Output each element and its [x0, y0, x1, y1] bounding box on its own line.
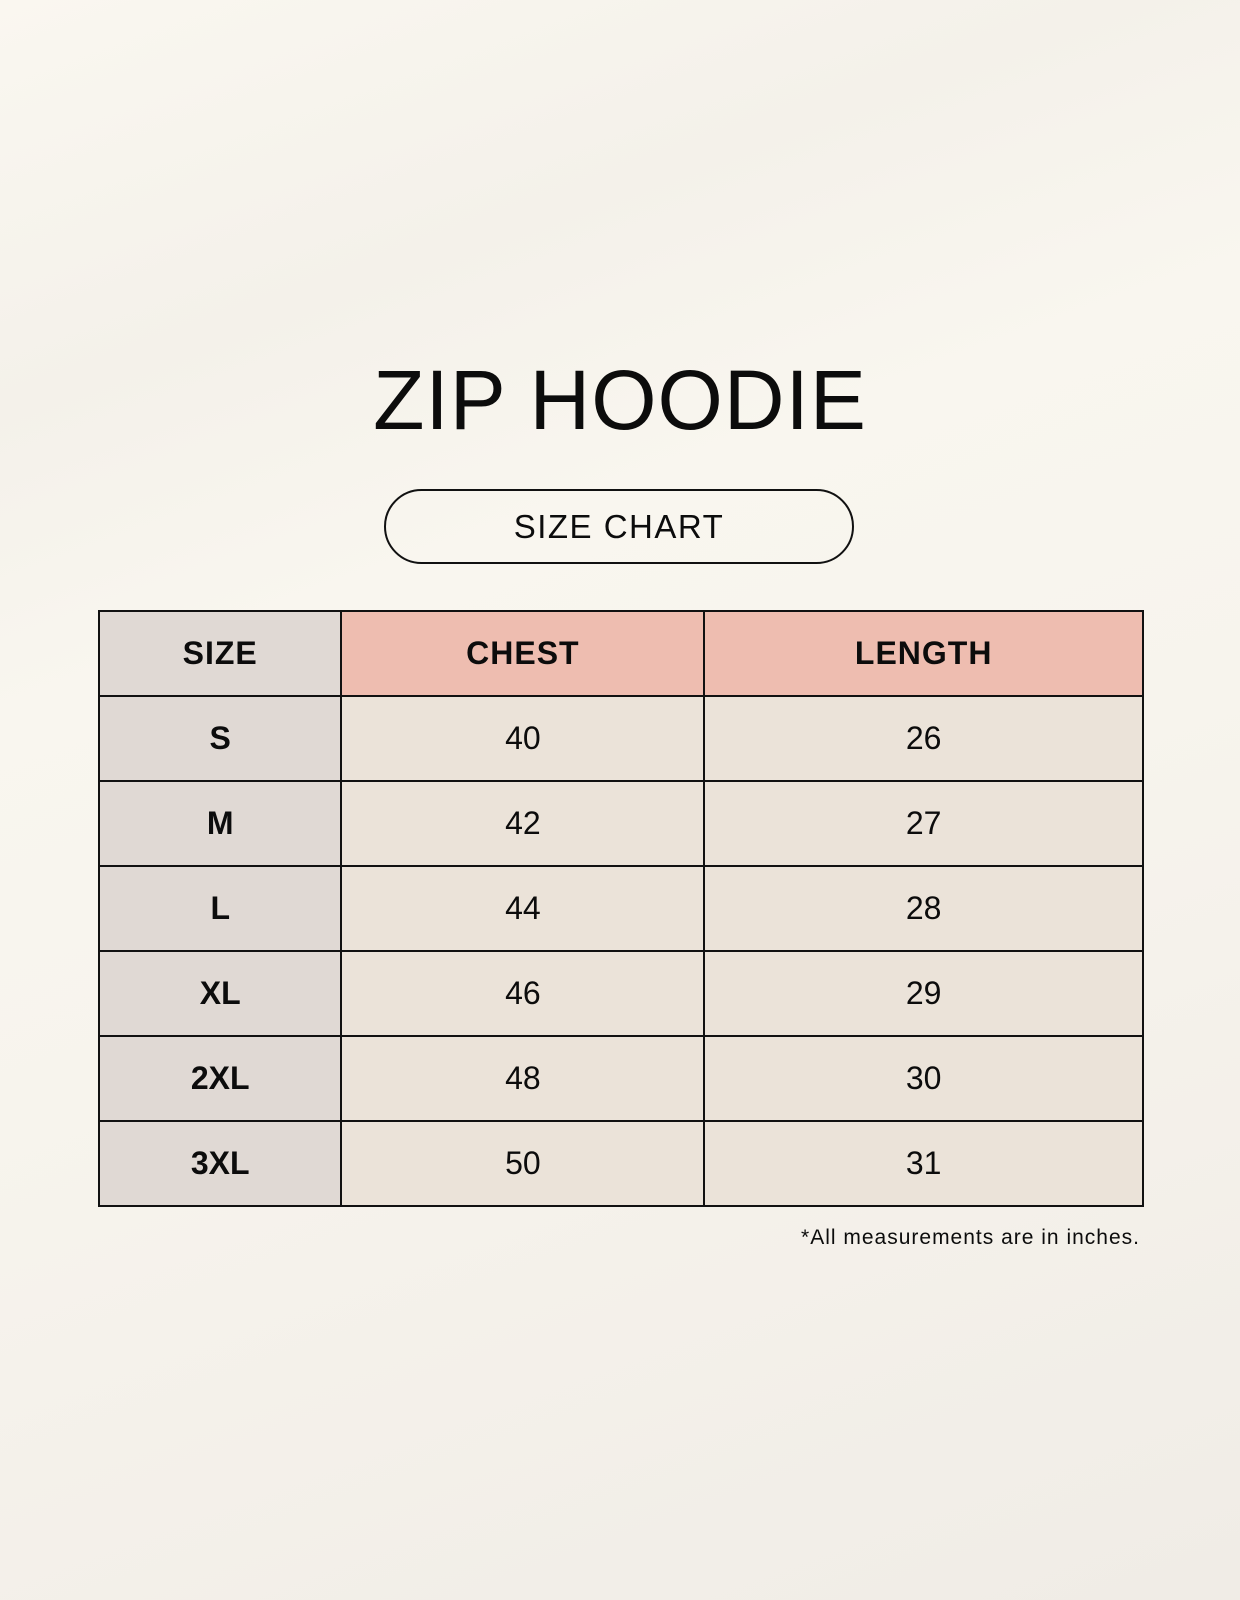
- header-chest: CHEST: [340, 610, 706, 697]
- table-row: L 44 28: [97, 865, 1144, 952]
- length-cell: 30: [703, 1035, 1144, 1122]
- length-cell: 28: [703, 865, 1144, 952]
- size-cell: XL: [97, 950, 343, 1037]
- length-cell: 31: [703, 1120, 1144, 1207]
- chest-cell: 50: [340, 1120, 706, 1207]
- chest-cell: 44: [340, 865, 706, 952]
- table-header-row: SIZE CHEST LENGTH: [97, 610, 1144, 697]
- size-cell: S: [97, 695, 343, 782]
- chest-cell: 46: [340, 950, 706, 1037]
- length-cell: 27: [703, 780, 1144, 867]
- header-size: SIZE: [97, 610, 343, 697]
- table-row: XL 46 29: [97, 950, 1144, 1037]
- size-chart-label: SIZE CHART: [384, 489, 854, 564]
- length-cell: 26: [703, 695, 1144, 782]
- table-row: M 42 27: [97, 780, 1144, 867]
- header-length: LENGTH: [703, 610, 1144, 697]
- chest-cell: 48: [340, 1035, 706, 1122]
- table-row: S 40 26: [97, 695, 1144, 782]
- chest-cell: 42: [340, 780, 706, 867]
- measurement-note: *All measurements are in inches.: [801, 1226, 1140, 1249]
- page-title: ZIP HOODIE: [373, 353, 867, 447]
- size-table: SIZE CHEST LENGTH S 40 26 M 42 27 L 44 28 XL 46 29 2…: [97, 610, 1144, 1207]
- size-cell: 2XL: [97, 1035, 343, 1122]
- size-cell: M: [97, 780, 343, 867]
- chest-cell: 40: [340, 695, 706, 782]
- length-cell: 29: [703, 950, 1144, 1037]
- size-cell: L: [97, 865, 343, 952]
- table-row: 2XL 48 30: [97, 1035, 1144, 1122]
- size-cell: 3XL: [97, 1120, 343, 1207]
- table-row: 3XL 50 31: [97, 1120, 1144, 1207]
